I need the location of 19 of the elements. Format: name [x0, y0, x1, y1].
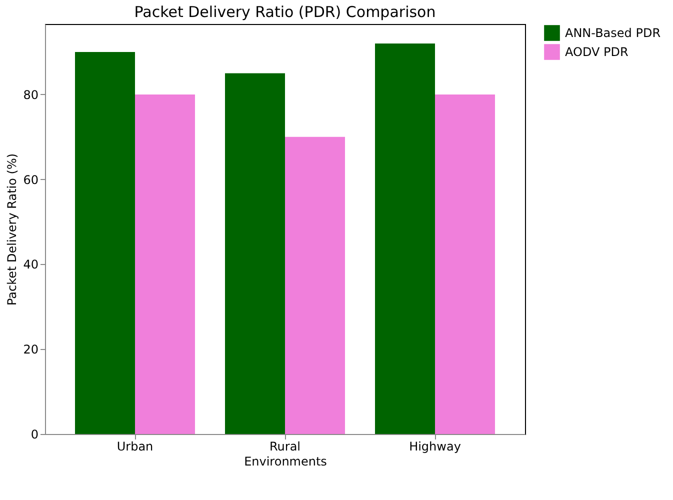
y-axis-title: Packet Delivery Ratio (%) [5, 153, 20, 306]
y-tick-label: 80 [23, 88, 38, 102]
chart-title: Packet Delivery Ratio (PDR) Comparison [134, 3, 436, 21]
legend-label: ANN-Based PDR [565, 26, 661, 40]
y-tick-label: 40 [23, 258, 38, 272]
bar [375, 44, 435, 434]
legend-label: AODV PDR [565, 45, 628, 59]
x-tick-label: Rural [269, 440, 301, 454]
bar [135, 94, 195, 434]
y-tick-label: 0 [30, 428, 38, 442]
bar [285, 136, 345, 434]
x-axis-title: Environments [244, 454, 327, 468]
bar [435, 94, 495, 434]
bar [225, 73, 285, 434]
bar [75, 52, 135, 434]
y-tick-label: 20 [23, 342, 38, 357]
x-tick-label: Highway [409, 440, 461, 454]
y-tick-label: 60 [23, 172, 38, 187]
x-tick-label: Urban [116, 440, 154, 454]
